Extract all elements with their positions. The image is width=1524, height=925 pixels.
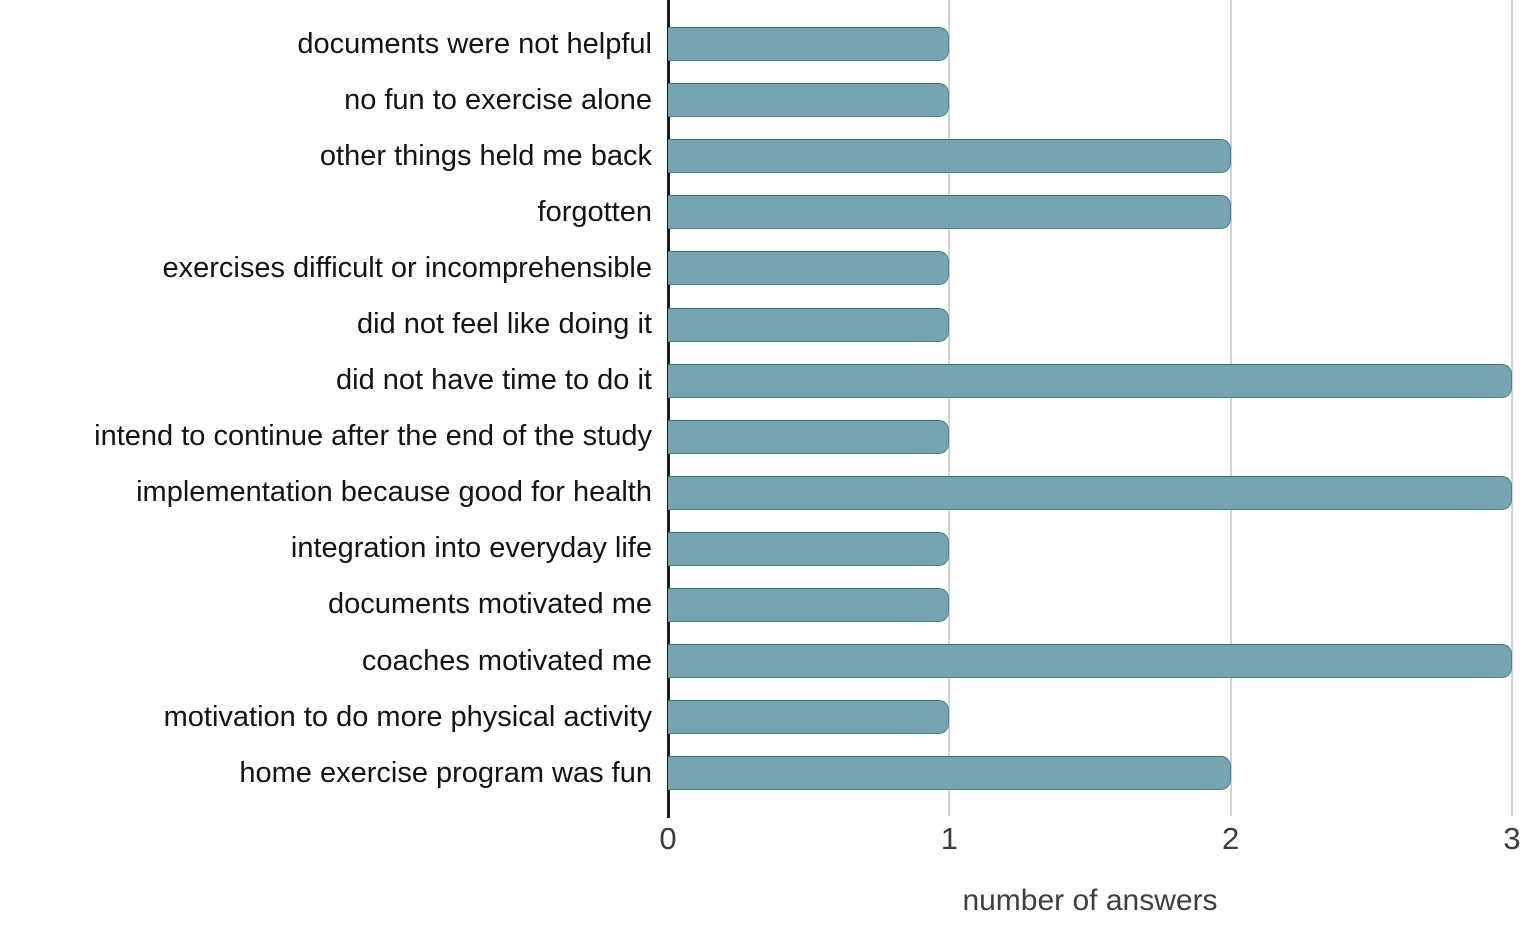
bar-track (668, 251, 1512, 286)
chart-row: implementation because good for health (0, 465, 1524, 521)
bar-track (668, 531, 1512, 566)
chart-row: integration into everyday life (0, 521, 1524, 577)
category-label: exercises difficult or incomprehensible (162, 251, 652, 284)
category-label: forgotten (537, 195, 652, 228)
category-label: implementation because good for health (136, 476, 652, 509)
chart-row: home exercise program was fun (0, 745, 1524, 801)
x-tick-label: 1 (940, 821, 958, 856)
chart-row: exercises difficult or incomprehensible (0, 240, 1524, 296)
chart-row: coaches motivated me (0, 633, 1524, 689)
chart-row: no fun to exercise alone (0, 72, 1524, 128)
x-tick-label: 2 (1222, 821, 1240, 856)
bar-track (668, 475, 1512, 510)
category-label: no fun to exercise alone (344, 83, 652, 116)
x-tick-label: 3 (1503, 821, 1521, 856)
zero-axis-line (667, 0, 670, 818)
bar-track (668, 587, 1512, 622)
x-tick-label: 0 (659, 821, 677, 856)
bar (668, 644, 1512, 679)
x-axis-title: number of answers (962, 884, 1218, 917)
bar-track (668, 307, 1512, 342)
bar-track (668, 644, 1512, 679)
chart-row: intend to continue after the end of the … (0, 409, 1524, 465)
gridline (1511, 0, 1513, 816)
bar (668, 475, 1512, 510)
chart-row: motivation to do more physical activity (0, 689, 1524, 745)
bar (668, 83, 950, 118)
chart-row: documents motivated me (0, 577, 1524, 633)
chart-row: other things held me back (0, 128, 1524, 184)
gridline (1229, 0, 1232, 816)
bar (668, 756, 1231, 791)
bar (668, 139, 1231, 174)
bar (668, 307, 950, 342)
bar (668, 363, 1512, 398)
bar-track (668, 195, 1512, 230)
chart-row: forgotten (0, 184, 1524, 240)
bar (668, 27, 950, 62)
bar (668, 587, 950, 622)
bar (668, 700, 950, 735)
chart-rows: documents were not helpful no fun to exer… (0, 16, 1524, 801)
category-label: documents motivated me (328, 588, 652, 621)
bar (668, 419, 950, 454)
category-label: other things held me back (319, 139, 652, 172)
bar-track (668, 756, 1512, 791)
chart-row: documents were not helpful (0, 16, 1524, 72)
bar (668, 195, 1231, 230)
gridline (948, 0, 951, 816)
chart-row: did not feel like doing it (0, 296, 1524, 352)
category-label: home exercise program was fun (239, 756, 652, 789)
bar-track (668, 83, 1512, 118)
category-label: documents were not helpful (297, 27, 652, 60)
category-label: integration into everyday life (290, 532, 652, 565)
bar (668, 531, 950, 566)
bar-track (668, 700, 1512, 735)
chart-row: did not have time to do it (0, 353, 1524, 409)
bar-track (668, 139, 1512, 174)
category-label: did not feel like doing it (356, 308, 652, 341)
category-label: intend to continue after the end of the … (94, 420, 652, 453)
category-label: motivation to do more physical activity (163, 700, 652, 733)
category-label: coaches motivated me (361, 644, 652, 677)
bar-track (668, 419, 1512, 454)
bar-track (668, 363, 1512, 398)
bar-track (668, 27, 1512, 62)
bar (668, 251, 950, 286)
category-label: did not have time to do it (336, 364, 652, 397)
